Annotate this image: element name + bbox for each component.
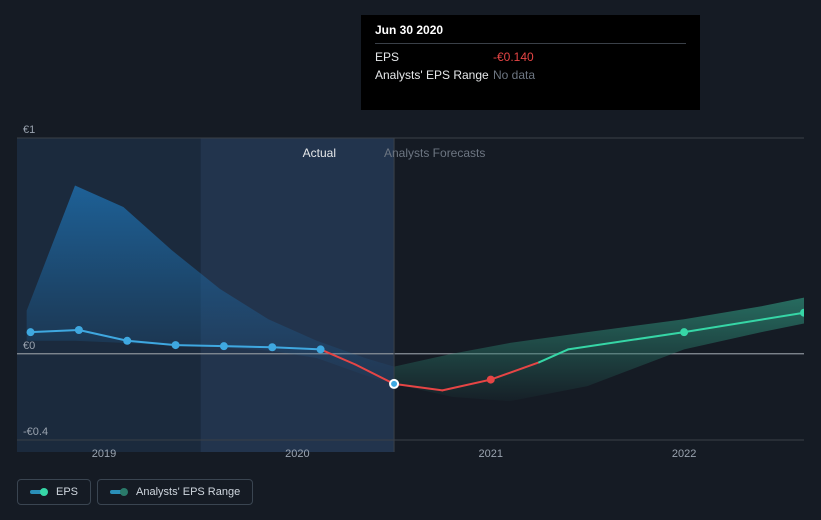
chart-legend: EPS Analysts' EPS Range [17, 479, 253, 505]
x-tick-label: 2019 [92, 448, 116, 460]
legend-item-eps-range[interactable]: Analysts' EPS Range [97, 479, 253, 505]
legend-swatch-eps [30, 488, 48, 496]
legend-item-eps[interactable]: EPS [17, 479, 91, 505]
x-tick-label: 2022 [672, 448, 696, 460]
tooltip-row: Analysts' EPS RangeNo data [375, 66, 686, 84]
legend-swatch-eps-range [110, 488, 128, 496]
y-tick-label: -€0.4 [23, 426, 48, 438]
legend-label: EPS [56, 486, 78, 498]
chart-tooltip: Jun 30 2020 EPS-€0.140Analysts' EPS Rang… [361, 15, 700, 110]
tooltip-row-value: No data [493, 68, 535, 82]
legend-label: Analysts' EPS Range [136, 486, 240, 498]
tooltip-row-value: -€0.140 [493, 50, 534, 64]
x-tick-label: 2020 [285, 448, 309, 460]
region-label-forecast: Analysts Forecasts [384, 146, 485, 160]
x-tick-label: 2021 [478, 448, 502, 460]
tooltip-separator [375, 43, 686, 44]
tooltip-row: EPS-€0.140 [375, 48, 686, 66]
y-tick-label: €0 [23, 340, 35, 352]
tooltip-row-label: Analysts' EPS Range [375, 68, 493, 82]
region-label-actual: Actual [303, 146, 336, 160]
tooltip-row-label: EPS [375, 50, 493, 64]
tooltip-title: Jun 30 2020 [375, 23, 686, 43]
eps-range-forecast [394, 298, 804, 402]
y-tick-label: €1 [23, 124, 35, 136]
